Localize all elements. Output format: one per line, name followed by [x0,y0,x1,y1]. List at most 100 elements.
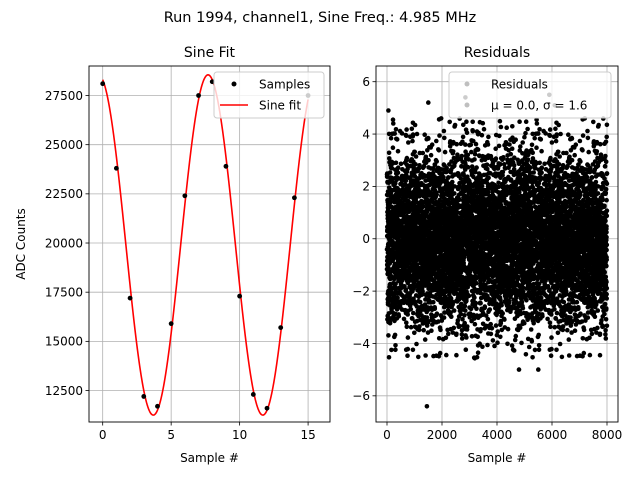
residual-point [459,153,465,159]
residual-point [478,301,483,306]
residual-point [405,335,411,340]
residual-point [392,131,398,136]
residual-point [448,310,454,315]
residual-point [501,155,506,160]
sine-fit-xlabel: Sample # [180,451,239,465]
residual-point [451,139,456,145]
sample-point [292,195,297,201]
residual-point [463,308,468,313]
residual-point [441,174,446,180]
residual-point [412,122,418,128]
residual-point [393,281,398,287]
residual-point [469,334,475,339]
residual-point [404,324,410,330]
residual-point [426,157,431,163]
residual-point [434,159,440,164]
residual-point [450,179,455,185]
y-tick-label: 12500 [45,384,83,398]
residual-point [477,341,483,347]
y-tick-label: 2 [362,180,370,194]
residual-point [466,293,472,299]
residual-point [414,304,420,309]
sine-fit-ticks: 0 5 10 151250015000175002000022500250002750… [45,89,316,442]
residual-point [461,172,467,178]
residual-point [499,302,504,308]
sample-point [100,81,106,87]
residual-point [496,143,502,149]
residual-point [508,151,514,157]
residual-point [450,149,456,154]
residual-point [473,300,479,306]
residual-point [406,198,411,204]
residual-point [498,297,503,303]
residual-point [513,333,519,339]
residual-point [468,142,474,147]
residual-point [421,327,427,333]
residual-point [386,333,391,338]
x-tick-label: 8000 [592,428,623,442]
sample-point [196,93,201,98]
residual-point [462,313,467,318]
residual-point [496,184,501,190]
residual-point [425,330,431,335]
residual-point [452,191,457,196]
residual-point [454,141,460,147]
residual-point [460,134,466,140]
residual-point [471,138,476,144]
suptitle: Run 1994, channel1, Sine Freq.: 4.985 MH… [164,10,477,26]
residual-point [454,352,459,358]
y-tick-label: 15000 [45,335,83,349]
residual-point [428,152,434,158]
y-tick-label: −4 [352,337,370,351]
residual-point [475,334,481,340]
residual-point [492,343,497,349]
residual-point [404,133,409,138]
residual-point [469,149,474,155]
residual-point [464,130,470,135]
residual-point [485,342,490,348]
residual-point [414,131,420,137]
residual-point [476,130,481,136]
residual-point [416,327,422,333]
residual-point [418,308,423,314]
residual-point [422,337,428,342]
residual-point [479,183,485,189]
legend-samples-marker [231,81,237,87]
residual-point [465,324,470,329]
residual-point [496,180,501,186]
residual-point [483,313,489,318]
residual-point [426,136,431,141]
residual-point [484,162,490,167]
residual-point [420,150,426,156]
residual-point [441,315,447,320]
residual-point [450,300,456,306]
residual-point [489,326,495,331]
residual-point [464,298,469,304]
residual-point [393,160,399,166]
legend-sine-fit-label: Sine fit [259,99,301,113]
sine-fit-line [101,74,309,416]
residual-point [513,137,518,142]
residual-point [517,119,522,124]
residual-point [515,274,521,280]
residual-point [472,157,477,162]
x-tick-label: 0 [99,428,107,442]
residual-point [469,164,475,169]
residual-point [386,265,391,271]
residual-point [410,132,416,137]
residual-point [518,144,523,149]
residual-point [480,344,485,350]
residual-point [465,164,471,170]
residual-point [429,328,434,334]
residual-point [514,295,519,301]
residual-point [519,340,524,346]
residual-point [436,148,442,153]
residual-point [452,122,458,128]
sine-fit-grid [89,66,330,422]
residual-point [387,170,393,175]
residual-point [387,320,393,326]
residual-point [507,142,512,147]
residual-point [434,311,440,317]
residual-point [403,287,409,292]
